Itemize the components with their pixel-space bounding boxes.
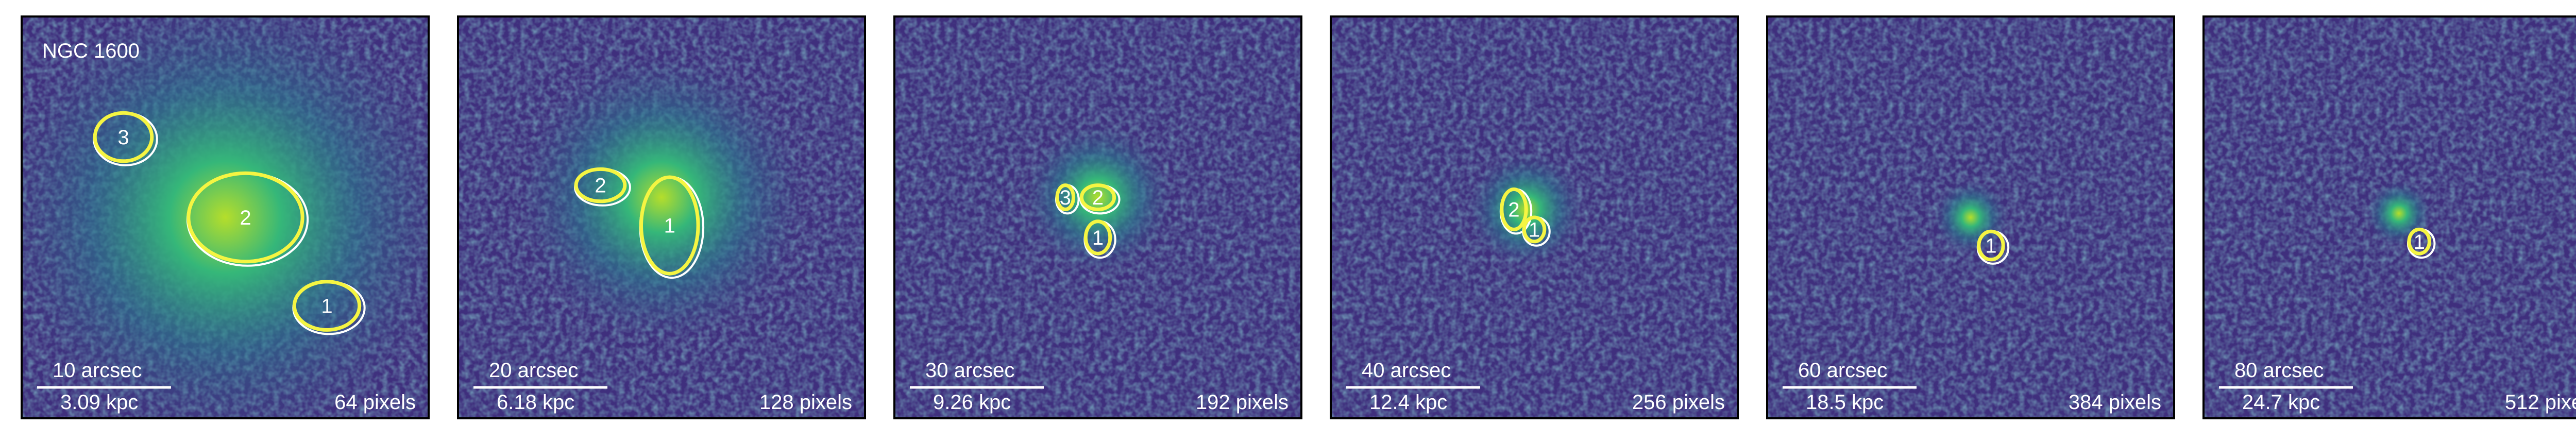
galaxy (1024, 124, 1172, 271)
region-label: 1 (1529, 218, 1540, 241)
scale-angle: 10 arcsec (53, 359, 142, 382)
scale-distance: 18.5 kpc (1806, 391, 1884, 414)
image-size: 128 pixels (759, 391, 852, 414)
region-label: 2 (595, 175, 606, 197)
contour (574, 167, 627, 203)
region-label: 3 (1060, 186, 1071, 209)
scale-distance: 3.09 kpc (60, 391, 138, 414)
region-label: 1 (321, 295, 332, 318)
region-label: 2 (1092, 186, 1104, 209)
contour (187, 171, 304, 264)
contour (1500, 187, 1528, 231)
scale-distance: 6.18 kpc (497, 391, 574, 414)
image-size: 512 pixels (2505, 391, 2576, 414)
panel-image: 21 (458, 16, 865, 418)
panel: 1 60 arcsec 18.5 kpc 384 pixels (1766, 15, 2175, 419)
panel-frame (893, 15, 1302, 419)
panel-image: 3 2 1 (22, 16, 429, 418)
contour (2407, 227, 2431, 256)
contour (292, 280, 362, 332)
contour (1522, 215, 1547, 244)
panel-frame (1330, 15, 1739, 419)
panel-frame (1766, 15, 2175, 419)
panel-image: 1 (2204, 16, 2576, 418)
panel-frame (2202, 15, 2576, 419)
contour (1079, 183, 1116, 211)
scale-distance: 12.4 kpc (1369, 391, 1447, 414)
object-name: NGC 1600 (42, 40, 140, 62)
image-size: 384 pixels (2069, 391, 2161, 414)
scale-angle: 20 arcsec (489, 359, 578, 382)
contour (1055, 183, 1076, 211)
panel-frame (457, 15, 866, 419)
contour (639, 175, 700, 276)
region-label: 2 (1508, 198, 1519, 221)
contour (93, 111, 154, 163)
panel-frame (21, 15, 430, 419)
panel: 3 2 1 NGC 1600 10 arcsec 3.09 kpc 64 pixels (21, 15, 430, 419)
galaxy (22, 16, 429, 418)
region-label: 1 (664, 215, 675, 237)
galaxy (1934, 180, 2008, 254)
galaxy (519, 55, 804, 340)
image-size: 192 pixels (1196, 391, 1289, 414)
scale-angle: 60 arcsec (1798, 359, 1887, 382)
scale-distance: 9.26 kpc (933, 391, 1011, 414)
region-label: 2 (240, 207, 251, 229)
region-label: 1 (1985, 235, 1996, 258)
panel-image: 21 (1331, 16, 1738, 418)
panel: 3 2 1 30 arcsec 9.26 kpc 192 pixels (893, 15, 1302, 419)
scale-angle: 40 arcsec (1362, 359, 1451, 382)
panel-image: 1 (1767, 16, 2174, 418)
image-size: 64 pixels (334, 391, 416, 414)
panel: 1 80 arcsec 24.7 kpc 512 pixels (2202, 15, 2576, 419)
contour (1977, 229, 2005, 262)
scale-angle: 80 arcsec (2234, 359, 2324, 382)
contour (1083, 219, 1112, 256)
region-label: 1 (2414, 231, 2425, 253)
image-size: 256 pixels (1632, 391, 1725, 414)
region-label: 3 (117, 126, 129, 149)
scale-distance: 24.7 kpc (2242, 391, 2320, 414)
scale-angle: 30 arcsec (925, 359, 1014, 382)
region-label: 1 (1092, 227, 1104, 249)
